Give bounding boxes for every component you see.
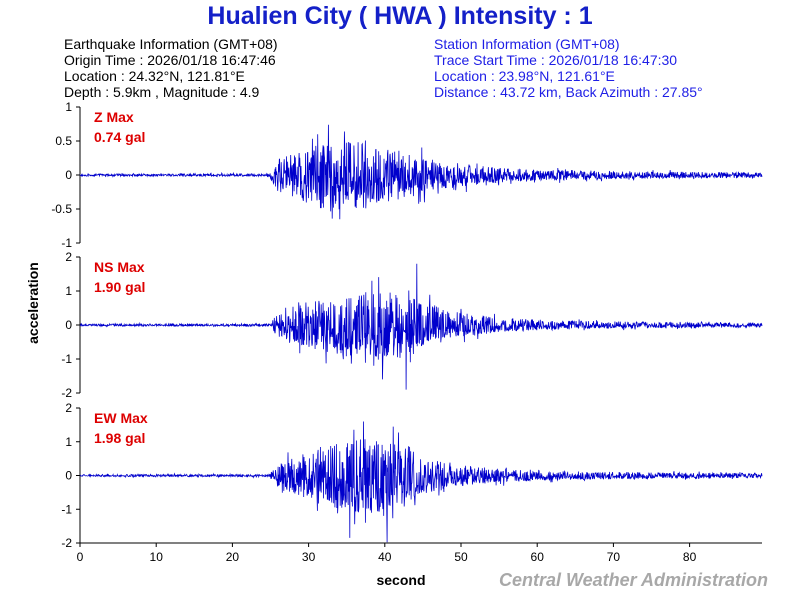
ew-y-tick-label: 0 bbox=[65, 469, 72, 483]
z-y-tick-label: 1 bbox=[65, 100, 72, 114]
ew-max-label: EW Max bbox=[94, 410, 148, 426]
z-y-tick-label: 0 bbox=[65, 168, 72, 182]
x-tick-label: 0 bbox=[77, 550, 84, 564]
z-y-tick-label: 0.5 bbox=[55, 134, 72, 148]
ns-y-tick-label: 1 bbox=[65, 284, 72, 298]
x-tick-label: 40 bbox=[378, 550, 392, 564]
station-info-heading: Station Information (GMT+08) bbox=[434, 36, 620, 52]
x-tick-label: 60 bbox=[531, 550, 545, 564]
ew-waveform-trace bbox=[79, 421, 763, 543]
earthquake-info-block: Earthquake Information (GMT+08) Origin T… bbox=[64, 36, 278, 100]
z-max-value: 0.74 gal bbox=[94, 129, 145, 145]
z-y-tick-label: -0.5 bbox=[51, 202, 72, 216]
chart-title: Hualien City ( HWA ) Intensity : 1 bbox=[207, 2, 593, 30]
ew-y-tick-label: -1 bbox=[61, 502, 72, 516]
ns-waveform-trace bbox=[79, 263, 763, 390]
x-tick-label: 10 bbox=[150, 550, 164, 564]
ew-y-tick-label: 2 bbox=[65, 401, 72, 415]
origin-time: Origin Time : 2026/01/18 16:47:46 bbox=[64, 52, 276, 68]
ns-y-tick-label: -2 bbox=[61, 386, 72, 400]
ns-y-tick-label: 0 bbox=[65, 318, 72, 332]
station-info-block: Station Information (GMT+08) Trace Start… bbox=[434, 36, 703, 100]
z-max-label: Z Max bbox=[94, 109, 134, 125]
x-tick-label: 70 bbox=[607, 550, 621, 564]
ew-y-tick-label: -2 bbox=[61, 536, 72, 550]
x-tick-label: 50 bbox=[454, 550, 468, 564]
z-y-tick-label: -1 bbox=[61, 236, 72, 250]
ns-y-tick-label: -1 bbox=[61, 352, 72, 366]
depth-magnitude: Depth : 5.9km , Magnitude : 4.9 bbox=[64, 84, 260, 100]
earthquake-info-heading: Earthquake Information (GMT+08) bbox=[64, 36, 278, 52]
distance-azimuth: Distance : 43.72 km, Back Azimuth : 27.8… bbox=[434, 84, 703, 100]
x-tick-label: 80 bbox=[683, 550, 697, 564]
station-location: Location : 23.98°N, 121.61°E bbox=[434, 68, 615, 84]
x-tick-label: 20 bbox=[226, 550, 240, 564]
x-tick-label: 30 bbox=[302, 550, 316, 564]
z-waveform-trace bbox=[79, 124, 763, 220]
trace-start-time: Trace Start Time : 2026/01/18 16:47:30 bbox=[434, 52, 678, 68]
credit-label: Central Weather Administration bbox=[498, 570, 768, 590]
ns-y-tick-label: 2 bbox=[65, 250, 72, 264]
y-axis-label: acceleration bbox=[25, 262, 41, 344]
epicenter-location: Location : 24.32°N, 121.81°E bbox=[64, 68, 245, 84]
ns-max-label: NS Max bbox=[94, 259, 145, 275]
ns-max-value: 1.90 gal bbox=[94, 279, 145, 295]
x-axis-label: second bbox=[376, 572, 425, 588]
ew-max-value: 1.98 gal bbox=[94, 430, 145, 446]
ew-y-tick-label: 1 bbox=[65, 435, 72, 449]
